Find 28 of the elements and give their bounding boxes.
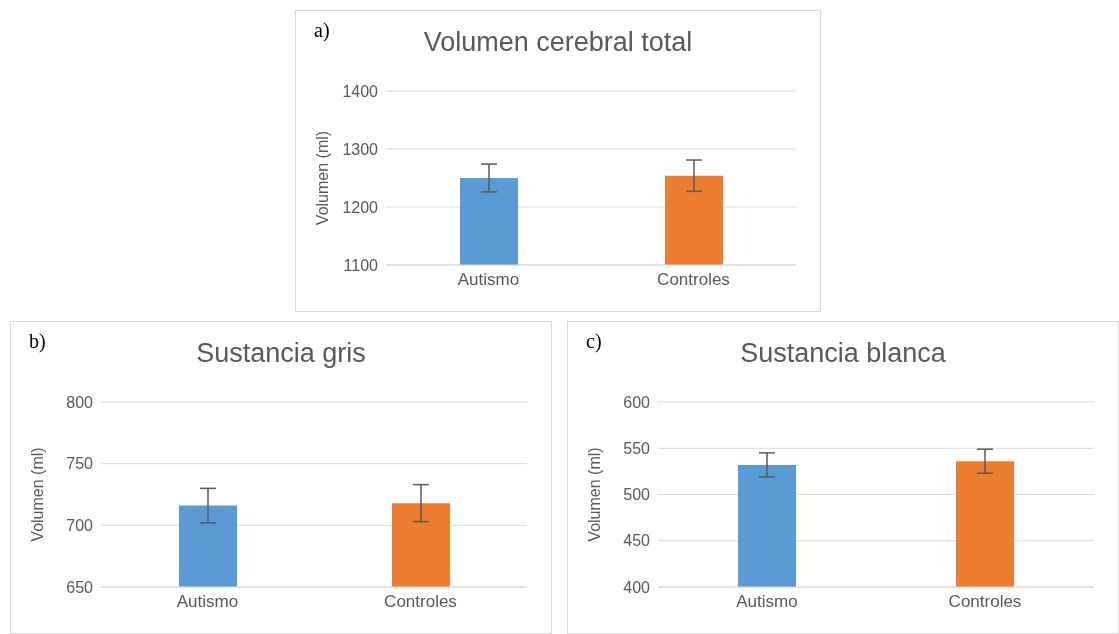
y-axis-title: Volumen (ml) <box>585 447 603 542</box>
y-axis-title: Volumen (ml) <box>313 130 331 226</box>
y-tick-label: 800 <box>66 393 94 411</box>
chart-title: Volumen cerebral total <box>423 27 693 57</box>
x-tick-label: Controles <box>384 592 457 612</box>
x-tick-label: Autismo <box>457 270 520 290</box>
y-tick-label: 1400 <box>342 82 379 100</box>
x-tick-label: Controles <box>948 592 1022 612</box>
y-tick-label: 750 <box>66 455 94 473</box>
y-tick-label: 600 <box>623 393 651 411</box>
y-tick-label: 1300 <box>342 140 379 158</box>
text: b) <box>29 330 46 353</box>
y-tick-label: 1200 <box>342 198 379 216</box>
y-tick-label: 500 <box>623 486 651 504</box>
y-tick-label: 700 <box>66 517 94 535</box>
x-tick-label: Autismo <box>176 592 239 612</box>
y-axis-title: Volumen (ml) <box>28 447 46 542</box>
chart-title: Sustancia blanca <box>740 338 946 368</box>
x-tick-label: Controles <box>657 270 730 290</box>
y-tick-label: 650 <box>66 578 94 596</box>
chart-title: Sustancia gris <box>196 338 366 368</box>
y-tick-label: 1100 <box>343 256 379 274</box>
text: a) <box>314 19 330 42</box>
text: c) <box>586 330 602 353</box>
y-tick-label: 400 <box>623 578 651 596</box>
x-tick-label: Autismo <box>736 592 798 612</box>
y-tick-label: 450 <box>623 532 651 550</box>
y-tick-label: 550 <box>623 439 651 457</box>
